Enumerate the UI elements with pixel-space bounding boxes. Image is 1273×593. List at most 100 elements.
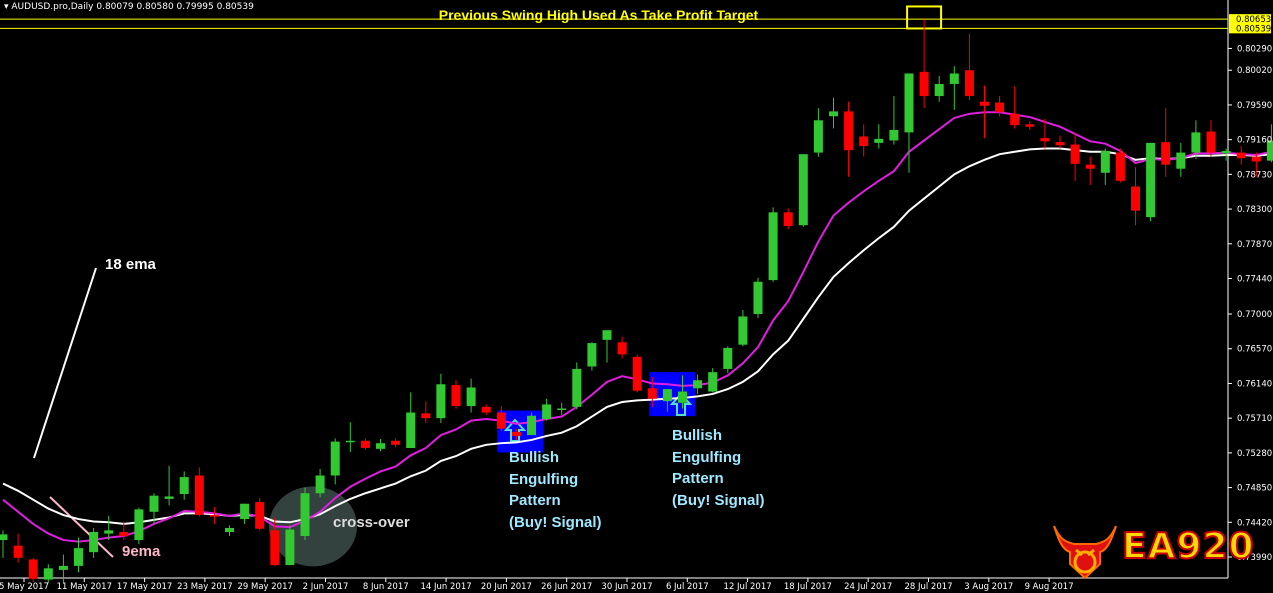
candle: [829, 97, 838, 129]
candle-body: [406, 412, 416, 449]
candle: [934, 75, 944, 102]
candle-body: [738, 316, 748, 345]
pattern-2-box: [649, 372, 696, 417]
candle-body: [813, 120, 823, 153]
candle-body: [28, 559, 38, 579]
candle: [391, 438, 401, 448]
candle: [345, 422, 355, 453]
x-tick-label: 9 Aug 2017: [1025, 582, 1074, 592]
candle-body: [1206, 131, 1216, 153]
candle: [647, 376, 657, 407]
candle: [1040, 118, 1050, 149]
candle-body: [1221, 150, 1231, 154]
ema18-pointer-line: [33, 267, 97, 459]
candle-body: [104, 530, 114, 534]
ema9-label: 9ema: [122, 543, 161, 560]
y-tick-label: 0.77000: [1237, 310, 1272, 320]
crossover-label: cross-over: [333, 514, 410, 531]
x-tick-label: 6 Jul 2017: [666, 582, 709, 592]
candle: [798, 154, 808, 227]
candle-body: [662, 389, 672, 402]
candle: [980, 85, 989, 139]
candle-body: [209, 515, 219, 517]
candle: [889, 96, 899, 145]
candle-body: [859, 136, 869, 147]
candle: [406, 392, 416, 449]
candle: [693, 374, 703, 394]
price-and-time-axes: 0.80290 0.80020 0.79590 0.79160 0.78730 0.783…: [0, 14, 1272, 592]
candle: [844, 101, 854, 177]
candle-body: [451, 385, 461, 407]
candle: [1025, 121, 1035, 130]
candle: [104, 515, 114, 541]
pattern-2-arrow-icon: [669, 392, 693, 416]
candle: [572, 362, 582, 410]
candle-body: [995, 102, 1005, 113]
x-tick-label: 30 Jun 2017: [601, 582, 652, 592]
candle: [1191, 120, 1201, 160]
candle: [164, 465, 174, 506]
candle-body: [1010, 113, 1020, 126]
candle: [436, 373, 446, 424]
candle: [225, 525, 234, 537]
chart-annotations-layer: [33, 5, 943, 567]
candle: [43, 564, 53, 583]
ema18-line: [2, 147, 1273, 525]
candle-body: [527, 415, 536, 436]
candle: [466, 378, 476, 413]
candle-body: [194, 475, 204, 516]
x-tick-label: 20 Jun 2017: [481, 582, 532, 592]
ea920-logo: EA920: [1050, 520, 1265, 582]
candle: [874, 124, 884, 149]
dropdown-arrow-icon[interactable]: ▾: [4, 2, 12, 12]
candle: [119, 521, 129, 541]
candle: [285, 525, 295, 566]
candle-body: [1040, 138, 1050, 142]
candle: [315, 469, 325, 498]
candle: [511, 428, 521, 440]
candle-body: [1176, 152, 1186, 169]
candle-body: [844, 111, 854, 151]
candle-body: [889, 129, 899, 141]
y-tick-label: 0.80290: [1237, 44, 1272, 54]
x-tick-label: 14 Jun 2017: [421, 582, 472, 592]
candle-body: [58, 565, 68, 570]
candle-body: [708, 372, 718, 392]
candle: [481, 404, 491, 415]
candle-body: [1266, 140, 1273, 161]
candle: [1221, 148, 1231, 161]
y-tick-label: 0.77440: [1237, 275, 1272, 285]
candle-body: [904, 73, 914, 133]
candle-body: [376, 443, 385, 449]
candle: [919, 19, 929, 109]
candle-body: [1251, 156, 1261, 162]
candle: [1176, 142, 1186, 177]
ema9-pointer-line: [49, 496, 114, 558]
x-tick-label: 17 May 2017: [117, 582, 172, 592]
candle: [753, 277, 763, 319]
x-tick-label: 3 Aug 2017: [964, 582, 1013, 592]
candle-body: [647, 388, 657, 399]
x-tick-label: 12 Jul 2017: [724, 582, 772, 592]
candle-body: [481, 406, 491, 413]
candle-body: [1070, 144, 1080, 164]
candle-body: [1100, 150, 1110, 173]
candle-body: [149, 495, 159, 512]
candle-body: [360, 440, 370, 449]
candle-body: [557, 408, 567, 410]
candle-body: [1025, 124, 1035, 127]
candle: [451, 380, 461, 409]
candle-body: [678, 391, 687, 403]
candle: [240, 503, 250, 524]
candle-body: [496, 412, 506, 429]
candle-body: [1131, 186, 1140, 211]
y-tick-label: 0.79590: [1237, 101, 1272, 111]
candle: [542, 398, 552, 421]
candle-body: [74, 548, 83, 566]
candle: [58, 554, 68, 583]
y-tick-label: 0.78730: [1237, 170, 1272, 180]
candle: [904, 73, 914, 173]
x-tick-label: 29 May 2017: [237, 582, 292, 592]
y-tick-label: 0.74420: [1237, 518, 1272, 528]
